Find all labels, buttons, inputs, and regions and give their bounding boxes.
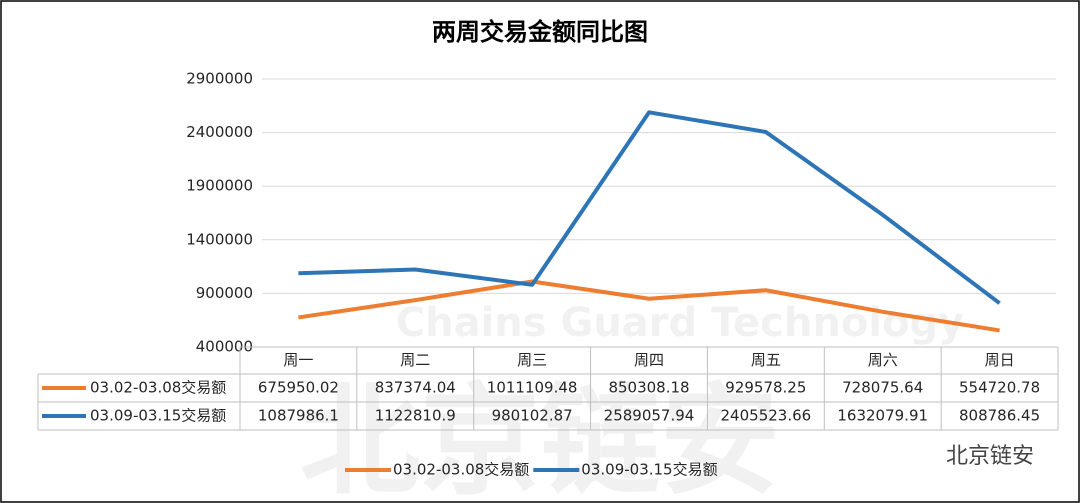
x-tick-label: 周四	[634, 351, 664, 369]
watermark-title: 北京链安	[300, 373, 780, 503]
y-tick-label: 1400000	[186, 230, 253, 248]
table-value: 1632079.91	[837, 407, 928, 425]
series-line	[298, 279, 1000, 333]
y-tick-label: 2900000	[186, 70, 253, 88]
table-value: 1011109.48	[487, 379, 578, 397]
brand: 北京链安	[946, 444, 1034, 469]
table-value: 1087986.1	[258, 407, 339, 425]
table-value: 850308.18	[608, 379, 689, 397]
x-tick-label: 周六	[868, 351, 898, 369]
table-value: 675950.02	[258, 379, 339, 397]
table-value: 1122810.9	[375, 407, 456, 425]
table-value: 2405523.66	[721, 407, 812, 425]
y-tick-label: 900000	[196, 284, 253, 302]
table-value: 980102.87	[492, 407, 573, 425]
series-line	[298, 110, 1001, 305]
y-tick-label: 400000	[196, 338, 253, 356]
table-value: 808786.45	[959, 407, 1040, 425]
table-value: 929578.25	[725, 379, 806, 397]
y-tick-label: 2400000	[186, 123, 253, 141]
table-value: 728075.64	[842, 379, 923, 397]
table-series-name: 03.02-03.08交易额	[90, 379, 226, 397]
x-tick-label: 周一	[283, 351, 313, 369]
legend-label: 03.09-03.15交易额	[581, 461, 717, 479]
table-series-name: 03.09-03.15交易额	[90, 407, 226, 425]
table-value: 837374.04	[375, 379, 456, 397]
x-tick-label: 周三	[517, 351, 547, 369]
x-tick-label: 周二	[400, 351, 430, 369]
x-tick-label: 周五	[751, 351, 781, 369]
x-tick-label: 周日	[985, 351, 1015, 369]
watermark-subtitle: Chains Guard Technology	[396, 300, 964, 346]
table-value: 2589057.94	[604, 407, 695, 425]
legend-label: 03.02-03.08交易额	[393, 461, 529, 479]
table-value: 554720.78	[959, 379, 1040, 397]
chart-title: 两周交易金额同比图	[432, 18, 648, 46]
y-tick-label: 1900000	[186, 177, 253, 195]
